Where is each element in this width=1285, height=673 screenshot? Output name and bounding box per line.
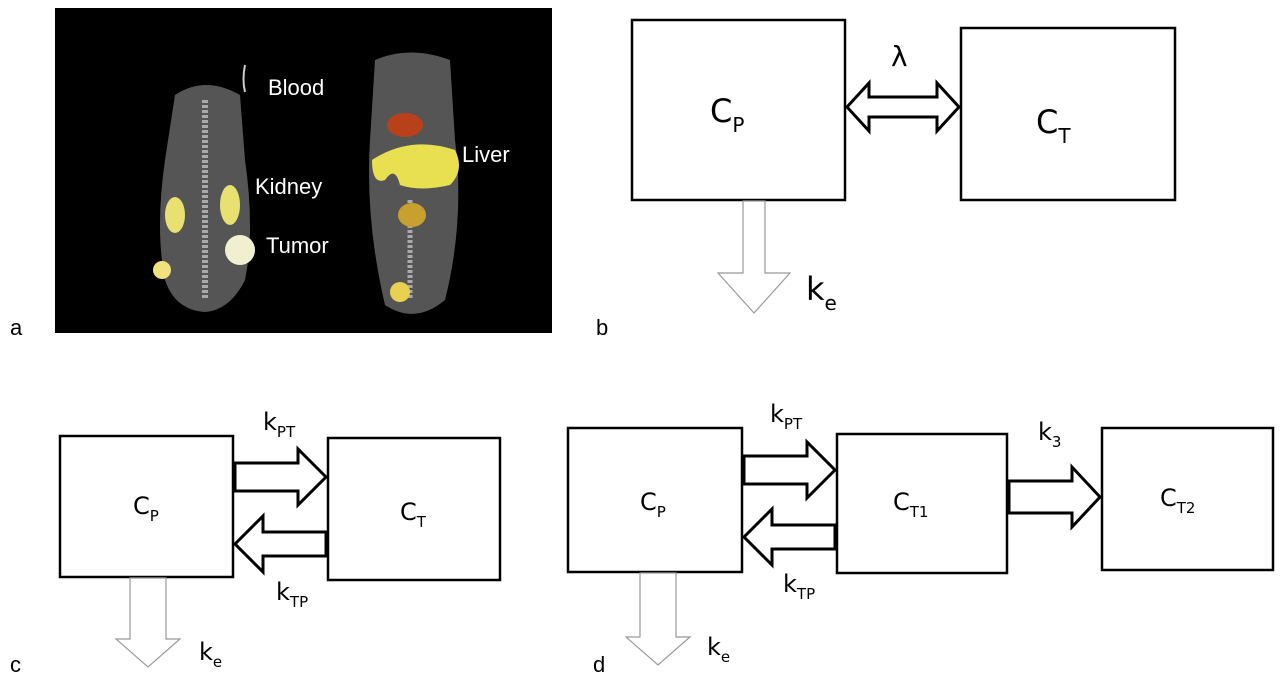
flow-arrow <box>744 442 835 498</box>
subscript: e <box>721 648 730 666</box>
subscript: e <box>213 653 222 671</box>
elimination-arrow <box>116 578 180 667</box>
compartment-box <box>632 20 845 200</box>
symbol: k <box>1038 418 1052 446</box>
subscript: PT <box>277 423 296 441</box>
subscript: P <box>732 113 744 137</box>
signal <box>390 282 410 302</box>
figure: a Blood Kidney Tumor Liver b CP CT λ ke … <box>0 0 1285 673</box>
panel-label: c <box>10 652 21 673</box>
symbol: k <box>199 638 213 666</box>
rate-label: ke <box>199 638 222 671</box>
flow-arrow <box>235 516 326 572</box>
symbol: C <box>1160 484 1177 512</box>
annotation: Liver <box>462 142 510 167</box>
subscript: T <box>416 513 427 531</box>
symbol: k <box>276 578 290 606</box>
kidney-signal <box>165 197 185 233</box>
symbol: k <box>806 270 825 308</box>
rate-label: ke <box>806 270 837 315</box>
symbol: k <box>707 633 721 661</box>
flow-arrow <box>744 509 835 565</box>
rate-label: kPT <box>770 400 803 433</box>
subscript: T <box>1057 124 1071 148</box>
flow-arrow <box>1009 467 1100 527</box>
symbol: C <box>710 92 732 130</box>
tumor-signal <box>153 261 171 279</box>
subscript: PT <box>784 415 803 433</box>
subscript: 3 <box>1052 433 1062 451</box>
symbol: k <box>783 570 797 598</box>
rate-label: kPT <box>263 408 296 441</box>
symbol: C <box>133 492 150 520</box>
symbol: C <box>640 488 657 516</box>
subscript: e <box>825 291 837 315</box>
scan-image <box>55 8 552 333</box>
annotation: Tumor <box>266 233 329 258</box>
annotation: Kidney <box>255 174 322 199</box>
symbol: C <box>893 488 910 516</box>
subscript: T2 <box>1176 499 1196 517</box>
elimination-arrow <box>626 573 690 665</box>
subscript: TP <box>796 585 815 603</box>
symbol: k <box>263 408 277 436</box>
panel-label: b <box>596 315 608 340</box>
tumor-signal <box>225 235 255 265</box>
rate-label: kTP <box>276 578 308 611</box>
symbol: k <box>770 400 784 428</box>
annotation: Blood <box>268 75 324 100</box>
signal <box>387 113 423 137</box>
panel-label: a <box>10 315 23 340</box>
symbol: C <box>400 498 417 526</box>
symbol: C <box>1036 103 1058 141</box>
elimination-arrow <box>718 201 790 313</box>
rate-label: kTP <box>783 570 815 603</box>
flow-arrow <box>235 449 326 505</box>
rate-label: ke <box>707 633 730 666</box>
subscript: P <box>150 507 159 525</box>
exchange-arrow <box>847 83 959 131</box>
symbol: λ <box>891 40 908 73</box>
signal <box>398 203 426 227</box>
rate-label: λ <box>891 40 908 73</box>
panel-label: d <box>593 652 605 673</box>
rate-label: k3 <box>1038 418 1061 451</box>
subscript: P <box>657 503 666 521</box>
shapes <box>55 8 1273 667</box>
kidney-signal <box>220 185 240 225</box>
subscript: TP <box>289 593 308 611</box>
subscript: T1 <box>909 503 929 521</box>
compartment-box <box>961 28 1175 200</box>
